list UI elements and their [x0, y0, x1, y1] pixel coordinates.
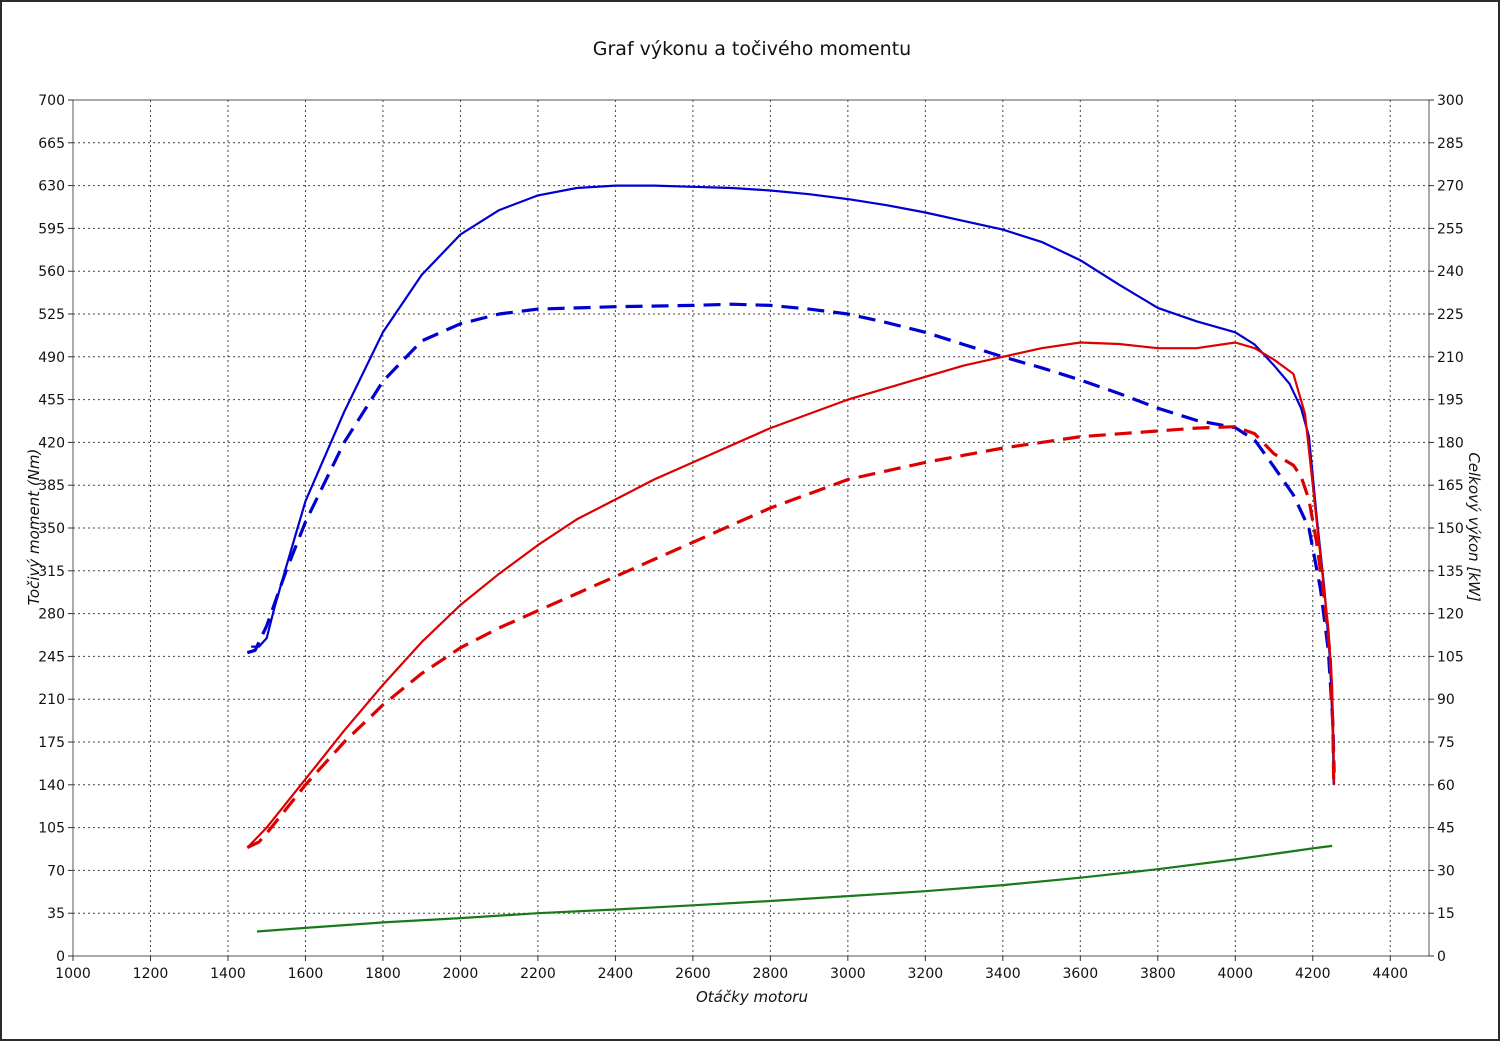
y-left-tick-labels: 0 35 70 105 140 175 210 245 280 315 350 385 420 455 49… — [38, 93, 65, 965]
x-tick-label: 4200 — [1295, 966, 1331, 982]
y-right-tick-label: 165 — [1437, 478, 1464, 494]
y-right-tick-label: 255 — [1437, 221, 1464, 237]
grid-lines — [73, 99, 1429, 956]
x-tick-label: 2800 — [753, 966, 789, 982]
x-tick-label: 1200 — [133, 966, 169, 982]
x-tick-label: 1800 — [365, 966, 401, 982]
series-line-1 — [251, 184, 1335, 785]
plot-area-border — [72, 99, 1430, 957]
y-left-tick-label: 175 — [38, 735, 65, 751]
y-right-tick-label: 270 — [1437, 179, 1464, 195]
x-tick-label: 3600 — [1062, 966, 1098, 982]
x-tick-labels: 1000 1200 1400 1600 1800 2000 2200 2400 2600 2800… — [55, 966, 1408, 982]
y-right-tick-label: 210 — [1437, 350, 1464, 366]
chart-title: Graf výkonu a točivého momentu — [593, 38, 911, 60]
y-right-tick-label: 60 — [1437, 778, 1455, 794]
y-left-tick-label: 0 — [56, 949, 65, 965]
series-line-4 — [246, 425, 1336, 850]
y-right-tick-label: 0 — [1437, 949, 1446, 965]
y-right-tick-label: 30 — [1437, 863, 1455, 879]
y-right-tick-label: 105 — [1437, 649, 1464, 665]
y-left-tick-label: 105 — [38, 821, 65, 837]
y-left-tick-label: 315 — [38, 564, 65, 580]
x-tick-label: 4000 — [1217, 966, 1253, 982]
y-right-tick-label: 180 — [1437, 435, 1464, 451]
plot-axes — [68, 99, 1434, 961]
y-right-tick-label: 225 — [1437, 307, 1464, 323]
y-right-tick-label: 300 — [1437, 93, 1464, 109]
y-right-tick-label: 15 — [1437, 906, 1455, 922]
x-axis-label: Otáčky motoru — [696, 988, 808, 1006]
y-right-tick-label: 195 — [1437, 393, 1464, 409]
x-tick-label: 2000 — [443, 966, 479, 982]
series-line-2 — [246, 302, 1336, 773]
y-left-tick-label: 525 — [38, 307, 65, 323]
x-tick-label: 3400 — [985, 966, 1021, 982]
y-right-tick-label: 135 — [1437, 564, 1464, 580]
x-tick-label: 4400 — [1372, 966, 1408, 982]
series-line-3 — [246, 341, 1336, 849]
y-left-tick-label: 455 — [38, 393, 65, 409]
y-axis-right-label: Celkový výkon [kW] — [1465, 452, 1483, 602]
y-right-tick-label: 45 — [1437, 821, 1455, 837]
y-right-tick-label: 120 — [1437, 607, 1464, 623]
series-line-5 — [256, 844, 1333, 933]
x-tick-label: 2400 — [598, 966, 634, 982]
y-left-tick-label: 490 — [38, 350, 65, 366]
y-axis-left-label: Točivý moment (Nm) — [25, 449, 43, 606]
y-left-tick-label: 595 — [38, 221, 65, 237]
y-left-tick-label: 70 — [47, 863, 65, 879]
x-tick-label: 2200 — [520, 966, 556, 982]
x-tick-label: 3800 — [1140, 966, 1176, 982]
x-tick-label: 1600 — [288, 966, 324, 982]
y-right-tick-label: 285 — [1437, 136, 1464, 152]
x-tick-label: 1000 — [55, 966, 91, 982]
y-left-tick-label: 420 — [38, 435, 65, 451]
y-left-tick-label: 350 — [38, 521, 65, 537]
y-right-tick-label: 150 — [1437, 521, 1464, 537]
y-left-tick-label: 385 — [38, 478, 65, 494]
y-left-tick-label: 630 — [38, 179, 65, 195]
x-tick-label: 2600 — [675, 966, 711, 982]
y-left-tick-label: 245 — [38, 649, 65, 665]
y-left-tick-label: 280 — [38, 607, 65, 623]
y-left-tick-label: 140 — [38, 778, 65, 794]
y-right-tick-label: 75 — [1437, 735, 1455, 751]
y-left-tick-label: 665 — [38, 136, 65, 152]
y-left-tick-label: 560 — [38, 264, 65, 280]
y-right-tick-label: 240 — [1437, 264, 1464, 280]
x-tick-label: 1400 — [210, 966, 246, 982]
y-left-tick-label: 700 — [38, 93, 65, 109]
x-tick-label: 3200 — [908, 966, 944, 982]
y-right-tick-label: 90 — [1437, 692, 1455, 708]
x-tick-label: 3000 — [830, 966, 866, 982]
y-left-tick-label: 210 — [38, 692, 65, 708]
data-series — [246, 184, 1336, 933]
y-left-tick-label: 35 — [47, 906, 65, 922]
y-right-tick-labels: 0 15 30 45 60 75 90 105 120 135 150 165 180 195 210 225… — [1437, 93, 1464, 965]
